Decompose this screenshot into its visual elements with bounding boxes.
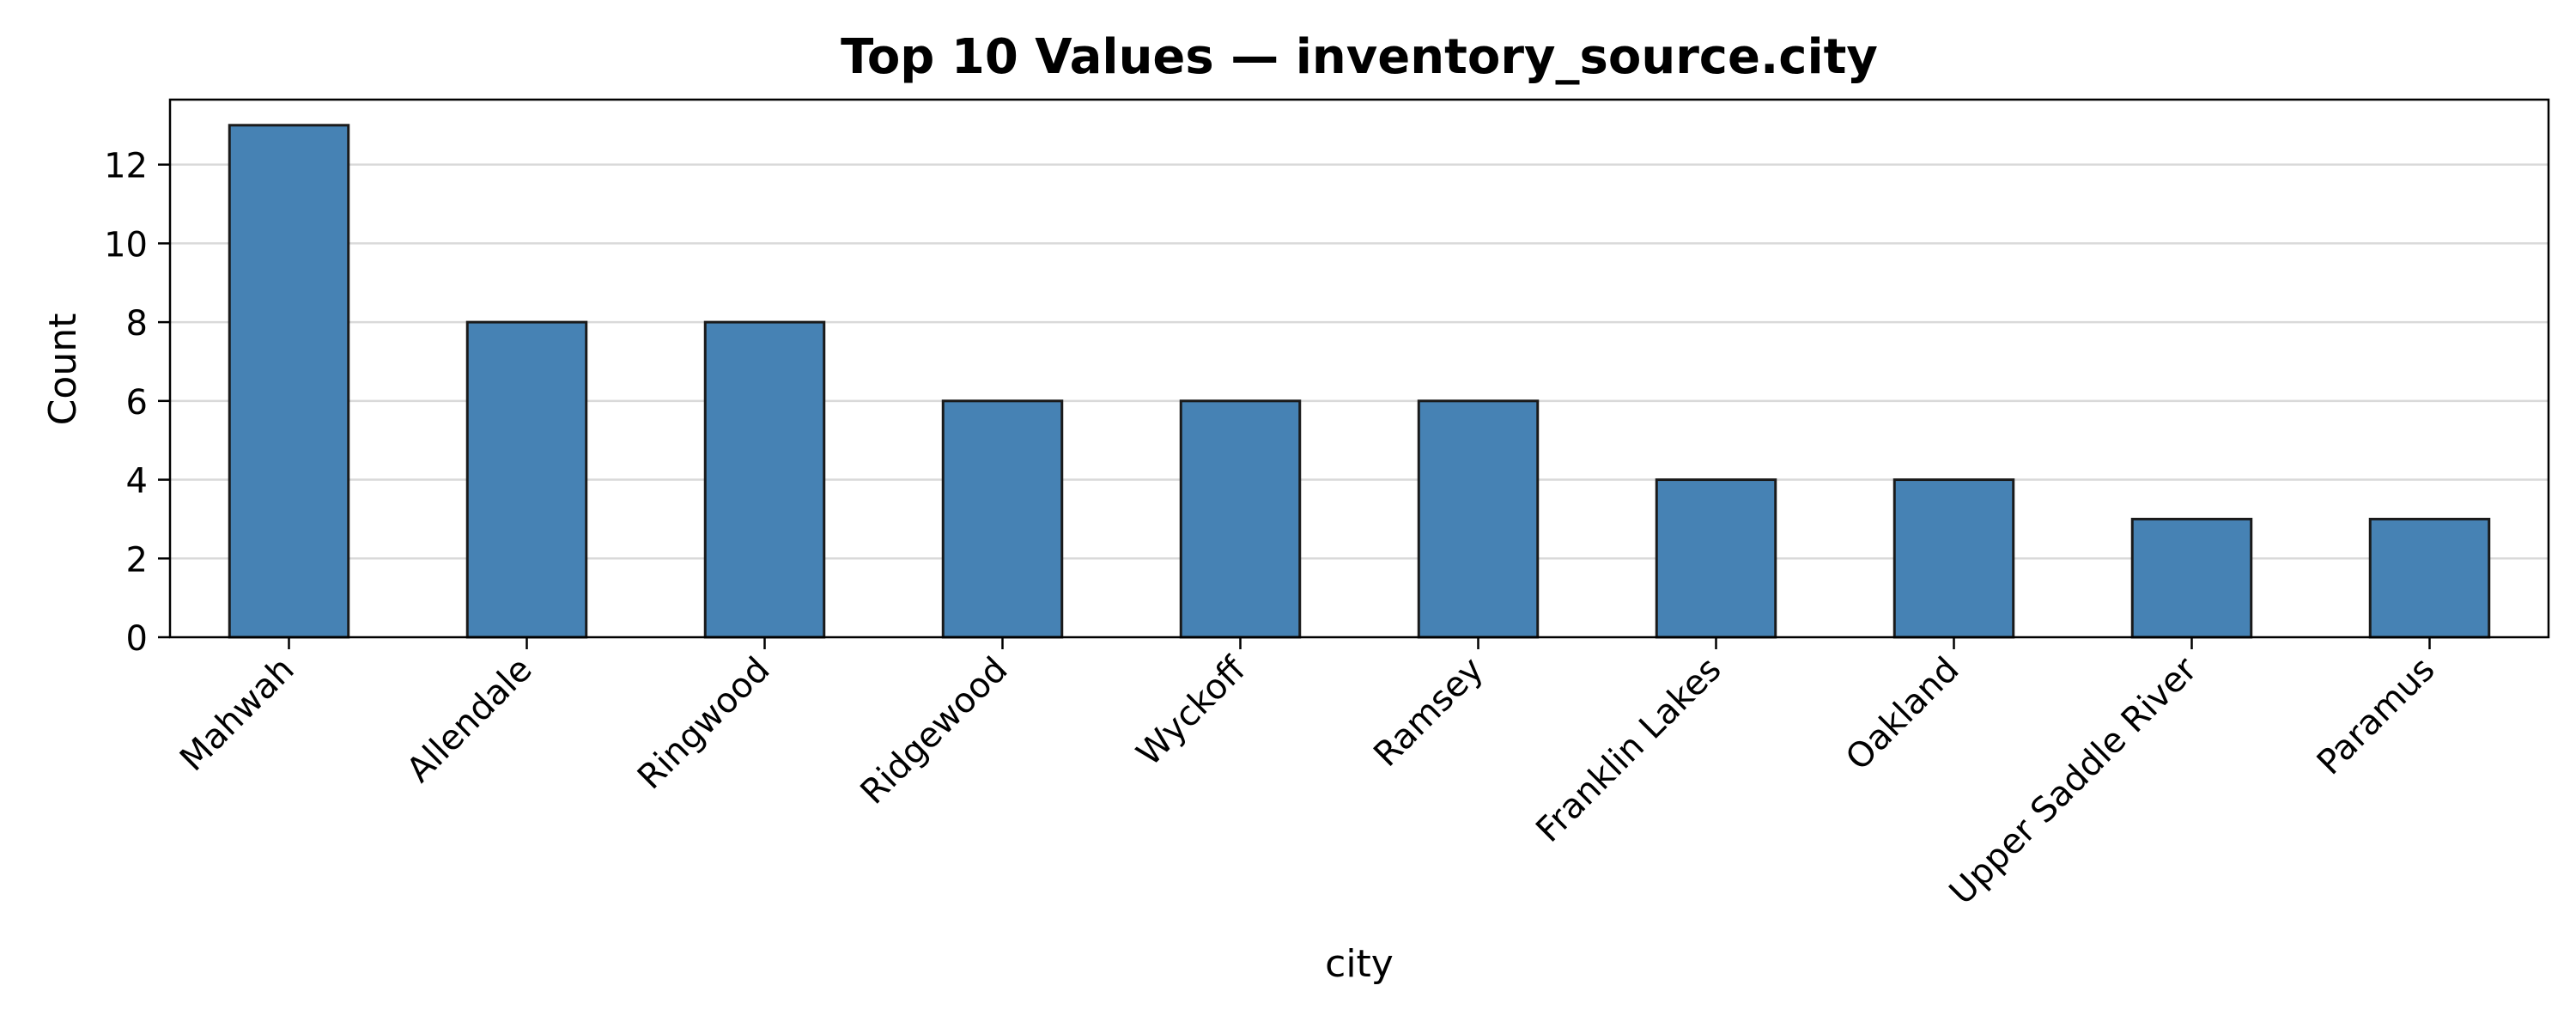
x-tick-label: Ridgewood (854, 650, 1016, 812)
chart-title: Top 10 Values — inventory_source.city (841, 29, 1878, 85)
bar-ramsey (1417, 399, 1540, 639)
bar-allendale (465, 320, 588, 639)
x-tick-label: Allendale (399, 650, 539, 790)
x-tick-label: Ringwood (630, 650, 778, 798)
y-axis-ticks: 0 2 4 6 8 10 12 (104, 147, 170, 659)
y-tick-label: 0 (126, 619, 148, 659)
y-axis-label: Count (41, 313, 85, 426)
x-axis-label: city (1325, 942, 1394, 986)
bar-ringwood (703, 320, 826, 639)
bar-mahwah (228, 124, 350, 639)
x-tick-label: Oakland (1838, 650, 1967, 779)
y-tick-label: 12 (104, 147, 148, 186)
x-tick-label: Paramus (2310, 650, 2443, 783)
y-tick-label: 2 (126, 540, 148, 580)
y-tick-label: 6 (126, 383, 148, 423)
bar-paramus (2368, 517, 2491, 639)
y-tick-label: 8 (126, 304, 148, 344)
x-tick-label: Upper Saddle River (1942, 649, 2205, 912)
x-tick-label: Wyckoff (1129, 649, 1254, 774)
x-tick-label: Ramsey (1366, 650, 1491, 775)
x-axis-ticks: Mahwah Allendale Ringwood Ridgewood Wyckoff R… (173, 637, 2443, 912)
bar-wyckoff (1179, 399, 1302, 639)
bar-upper-saddle-river (2130, 517, 2253, 639)
bar-ridgewood (941, 399, 1064, 639)
bars (228, 124, 2491, 639)
bar-franklin-lakes (1655, 478, 1777, 639)
bar-oakland (1893, 478, 2015, 639)
y-tick-label: 4 (126, 462, 148, 502)
x-tick-label: Franklin Lakes (1528, 650, 1728, 850)
plot-frame (168, 98, 2550, 639)
y-tick-label: 10 (104, 225, 148, 265)
x-tick-label: Mahwah (173, 650, 302, 780)
